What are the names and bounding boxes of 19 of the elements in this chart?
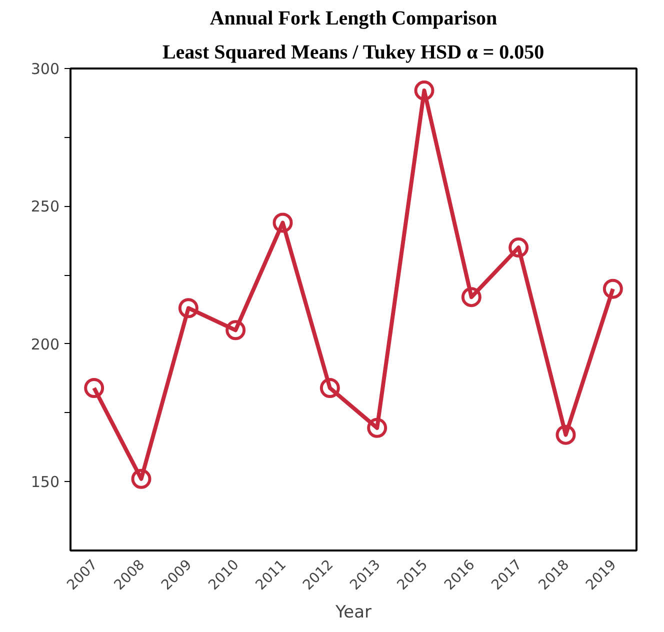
point [556, 424, 576, 445]
point [602, 278, 623, 299]
point [272, 212, 293, 233]
point [131, 468, 152, 489]
point [414, 80, 434, 101]
point [508, 238, 529, 258]
point [226, 320, 246, 340]
y-tick-label: 300 [30, 60, 60, 78]
point [367, 418, 388, 438]
chart-title: Annual Fork Length Comparison [210, 8, 498, 30]
y-tick-label: 250 [30, 198, 60, 216]
point [320, 378, 340, 398]
point [461, 287, 482, 308]
x-axis-title: Year [334, 602, 372, 622]
y-tick-label: 150 [30, 473, 60, 492]
chart-subtitle: Least Squared Means / Tukey HSD α = 0.050 [162, 42, 544, 64]
point [178, 298, 198, 318]
y-tick-label: 200 [30, 335, 60, 354]
point [84, 378, 104, 398]
